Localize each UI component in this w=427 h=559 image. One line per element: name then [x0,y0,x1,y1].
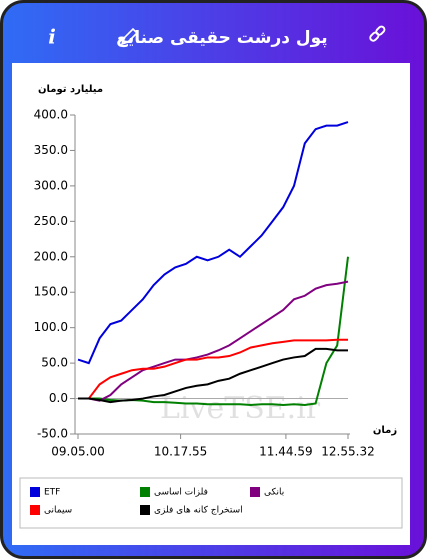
legend-label: سیمانی [44,506,72,516]
legend-swatch [250,487,260,497]
x-tick-label: 12.55.32 [321,445,374,459]
legend-label: بانکی [264,488,284,498]
y-tick-label: 50.0 [41,356,68,370]
y-tick-label: 300.0 [34,178,68,192]
title: پول درشت حقیقی صنایع [116,28,327,48]
legend-label: استخراج کانه های فلزی [154,506,243,516]
y-tick-label: 150.0 [34,285,68,299]
y-tick-label: 200.0 [34,249,68,263]
legend-label: ETF [44,488,60,498]
y-tick-label: 0.0 [49,391,68,405]
legend-swatch [140,505,150,515]
y-tick-label: -50.0 [37,427,68,441]
edit-icon[interactable] [120,27,139,46]
x-tick-label: 10.17.55 [154,445,207,459]
y-tick-label: 350.0 [34,143,68,157]
panel [12,63,410,545]
y-tick-label: 100.0 [34,320,68,334]
legend-swatch [140,487,150,497]
legend-label: فلزات اساسی [154,488,208,498]
y-tick-label: 250.0 [34,214,68,228]
series-line [78,280,349,402]
y-axis-label: میلیارد تومان [38,84,103,95]
legend-box [19,477,403,529]
x-axis-label: زمان [373,425,397,436]
legend-swatch [30,487,40,497]
link-icon[interactable] [369,25,386,42]
watermark: LiveTSE.ir [160,391,321,426]
x-tick-label: 09.05.00 [51,445,104,459]
x-tick-label: 11.44.59 [259,445,312,459]
series-line [77,121,349,365]
legend-swatch [30,505,40,515]
y-tick-label: 400.0 [34,108,68,122]
series-line [78,347,348,404]
series-line [78,338,348,400]
info-icon[interactable]: i [48,25,56,49]
